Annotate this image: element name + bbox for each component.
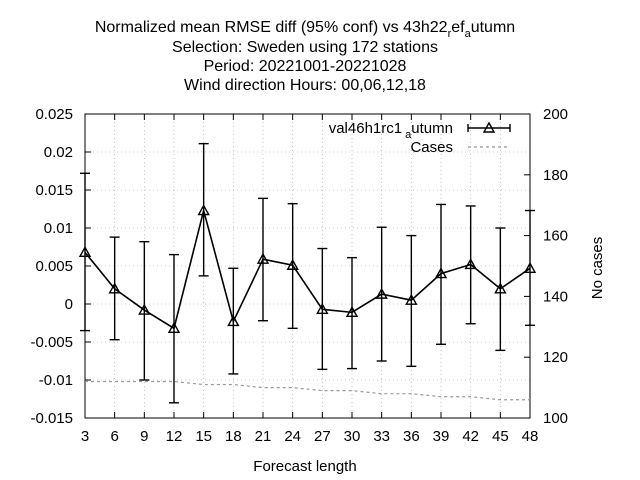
data-point-triangle (405, 293, 418, 305)
y-tick-label: 0.01 (44, 220, 73, 237)
error-bar (525, 209, 535, 326)
chart-title-line-4: Wind direction Hours: 00,06,12,18 (184, 77, 426, 94)
data-point-triangle (523, 261, 537, 273)
y2-tick-label: 180 (543, 167, 568, 184)
data-point-triangle (197, 204, 210, 216)
data-point-triangle (375, 287, 388, 299)
x-tick-label: 36 (403, 428, 420, 445)
x-tick-label: 15 (195, 428, 212, 445)
data-point-triangle (494, 282, 507, 294)
x-tick-label: 27 (314, 428, 331, 445)
chart-title-line-2: Selection: Sweden using 172 stations (172, 39, 438, 56)
error-bars (80, 142, 535, 404)
x-tick-label: 33 (373, 428, 390, 445)
y-tick-label: 0.005 (35, 258, 73, 275)
cases-line (85, 380, 530, 401)
data-point-triangle (138, 303, 151, 315)
data-point-triangle (286, 258, 299, 270)
data-point-triangle (464, 258, 477, 270)
main-series (78, 204, 537, 334)
y2-tick-label: 100 (543, 410, 568, 427)
cases-series (85, 380, 530, 401)
data-point-triangle (434, 267, 448, 279)
data-point-triangle (316, 302, 329, 315)
data-point-triangle (227, 315, 240, 327)
data-point-triangle (345, 305, 359, 318)
x-tick-label: 21 (255, 428, 272, 445)
y-tick-label: 0.025 (35, 106, 73, 123)
x-tick-label: 48 (522, 428, 539, 445)
x-tick-label: 30 (344, 428, 361, 445)
x-tick-label: 6 (110, 428, 118, 445)
axes: 3 6 9 12 15 18 21 24 27 30 33 36 39 42 45 480.0250.020.… (30, 106, 568, 445)
y2-tick-label: 160 (543, 228, 568, 245)
y2-tick-label: 120 (543, 349, 568, 366)
y-tick-label: 0.02 (44, 144, 73, 161)
x-tick-label: 42 (462, 428, 479, 445)
y2-tick-label: 140 (543, 288, 568, 305)
data-point-triangle (108, 282, 121, 294)
x-tick-label: 24 (284, 428, 301, 445)
y-tick-label: 0.015 (35, 182, 73, 199)
x-tick-label: 3 (81, 428, 89, 445)
chart-title-line-1: Normalized mean RMSE diff (95% conf) vs … (95, 19, 515, 40)
x-tick-label: 39 (433, 428, 450, 445)
y-tick-label: -0.01 (39, 372, 73, 389)
error-bar (80, 172, 90, 332)
y-tick-label: -0.005 (30, 334, 73, 351)
x-tick-label: 12 (166, 428, 183, 445)
x-tick-label: 18 (225, 428, 242, 445)
y2-tick-label: 200 (543, 106, 568, 123)
legend-label-main: val46h1rc1 autumn (329, 120, 453, 141)
x-tick-label: 45 (492, 428, 509, 445)
data-point-triangle (256, 252, 270, 264)
y-tick-label: 0 (65, 296, 73, 313)
legend-label-cases: Cases (410, 139, 453, 156)
y-tick-label: -0.015 (30, 410, 73, 427)
main-series-line (84, 207, 531, 330)
chart-title: Normalized mean RMSE diff (95% conf) vs … (95, 19, 515, 94)
data-point-triangle (167, 321, 181, 334)
legend-triangle (482, 121, 496, 133)
y2-axis-label: No cases (589, 237, 606, 300)
x-tick-label: 9 (140, 428, 148, 445)
chart-title-line-3: Period: 20221001-20221028 (204, 58, 407, 75)
data-point-triangle (78, 245, 92, 258)
x-axis-label: Forecast length (253, 458, 356, 475)
